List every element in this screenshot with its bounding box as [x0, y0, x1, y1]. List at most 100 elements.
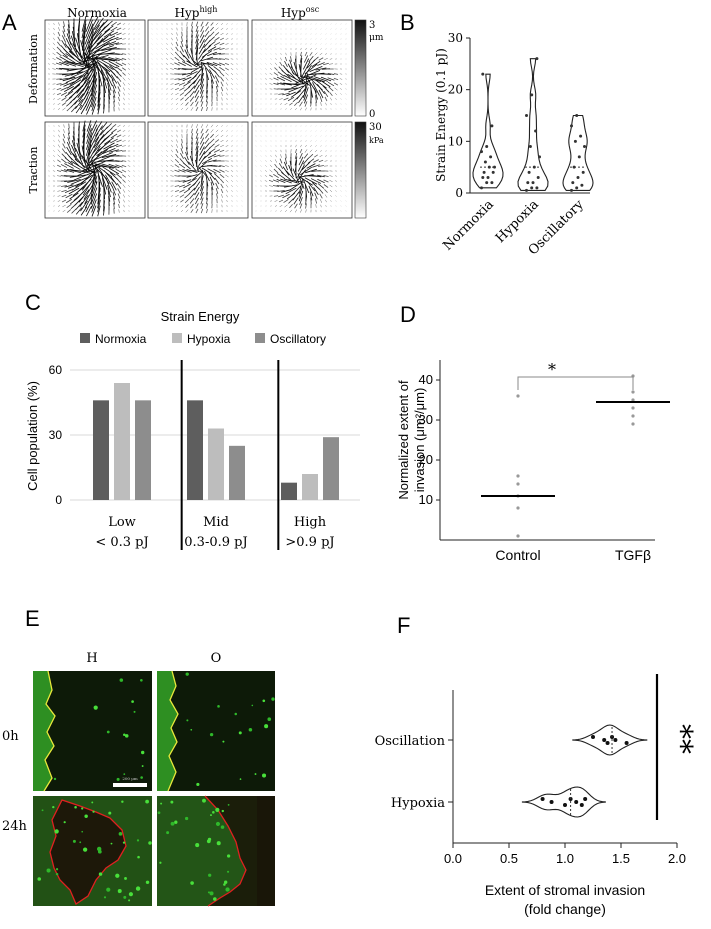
- quiver-arrow: [190, 48, 194, 60]
- quiver-arrow: [115, 160, 123, 162]
- quiver-arrow: [52, 98, 56, 100]
- quiver-arrow: [318, 188, 324, 194]
- quiver-arrow: [293, 197, 299, 205]
- quiver-arrow: [312, 164, 320, 168]
- quiver-arrow: [128, 88, 130, 90]
- quiver-arrow: [85, 136, 93, 156]
- quiver-arrow: [310, 197, 312, 205]
- quiver-arrow: [309, 191, 313, 201]
- quiver-arrow: [166, 160, 168, 162]
- quiver-arrow: [302, 157, 310, 165]
- quiver-arrow: [57, 103, 61, 105]
- quiver-arrow: [102, 148, 116, 154]
- quiver-arrow: [171, 108, 173, 110]
- quiver-arrow: [208, 41, 216, 47]
- quiver-arrow: [180, 204, 184, 208]
- quiver-arrow: [60, 164, 68, 168]
- quiver-arrow: [315, 204, 317, 208]
- quiver-arrow: [195, 30, 199, 38]
- quiver-arrow: [133, 83, 135, 85]
- quiver-arrow: [117, 198, 121, 204]
- quiver-arrow: [305, 209, 307, 213]
- cell-spot: [210, 814, 212, 817]
- quiver-arrow: [330, 194, 332, 198]
- cell-spot: [131, 700, 134, 703]
- quiver-arrow: [60, 92, 68, 96]
- quiver-arrow: [60, 185, 68, 187]
- quiver-arrow: [340, 98, 342, 100]
- quiver-arrow: [320, 204, 322, 208]
- quiver-arrow: [82, 120, 86, 132]
- quiver-arrow: [176, 108, 178, 110]
- quiver-arrow: [225, 165, 229, 167]
- quiver-arrow: [171, 37, 173, 41]
- quiver-arrow: [178, 82, 186, 86]
- quiver-arrow: [101, 154, 117, 158]
- quiver-arrow: [335, 98, 337, 100]
- quiver-arrow: [48, 155, 50, 157]
- quiver-arrow: [58, 129, 60, 133]
- cell-spot: [55, 872, 59, 876]
- quiver-arrow: [221, 194, 223, 198]
- quiver-arrow: [310, 174, 322, 178]
- quiver-arrow: [74, 147, 84, 165]
- quiver-arrow: [61, 35, 67, 43]
- quiver-arrow: [323, 179, 329, 183]
- quiver-arrow: [231, 195, 233, 197]
- quiver-arrow: [273, 77, 279, 81]
- cell-spot: [79, 841, 82, 844]
- quiver-arrow: [122, 38, 126, 40]
- quiver-arrow: [191, 150, 193, 162]
- quiver-arrow: [179, 158, 185, 164]
- quiver-arrow: [69, 40, 79, 58]
- quiver-arrow: [224, 62, 230, 66]
- quiver-arrow: [328, 86, 334, 92]
- quiver-arrow: [225, 38, 229, 40]
- quiver-arrow: [308, 55, 314, 63]
- quiver-arrow: [97, 103, 101, 115]
- quiver-arrow: [105, 174, 113, 188]
- quiver-arrow: [201, 50, 213, 58]
- quiver-arrow: [59, 62, 69, 66]
- quiver-arrow: [325, 102, 327, 106]
- quiver-arrow: [226, 87, 228, 91]
- quiver-arrow: [95, 38, 113, 50]
- quiver-arrow: [88, 41, 110, 57]
- quiver-arrow: [61, 199, 67, 203]
- quiver-arrow: [66, 106, 72, 112]
- quiver-arrow: [48, 150, 50, 152]
- quiver-arrow: [110, 176, 118, 186]
- quiver-arrow: [121, 67, 127, 71]
- quiver-arrow: [307, 158, 315, 164]
- x-tick-label: 2.0: [668, 851, 686, 866]
- quiver-arrow: [317, 174, 325, 178]
- quiver-arrow: [220, 183, 224, 189]
- quiver-arrow: [285, 52, 287, 56]
- quiver-arrow: [213, 47, 221, 51]
- quiver-arrow: [81, 155, 97, 177]
- quiver-arrow: [123, 102, 125, 106]
- micrograph-o-0h: [157, 670, 275, 792]
- quiver-arrow: [166, 33, 168, 35]
- quiver-arrow: [161, 160, 163, 162]
- quiver-arrow: [93, 133, 105, 149]
- quiver-arrow: [200, 186, 204, 196]
- quiver-arrow: [75, 98, 83, 110]
- quiver-arrow: [213, 42, 221, 46]
- quiver-arrow: [110, 133, 118, 139]
- quiver-arrow: [68, 68, 90, 80]
- data-point: [516, 394, 520, 398]
- quiver-arrow: [190, 209, 194, 213]
- colorbar-deformation-unit: μm: [369, 33, 384, 43]
- quiver-arrow: [182, 76, 192, 82]
- quiver-arrow: [188, 85, 196, 93]
- cell-spot: [267, 717, 272, 722]
- quiver-arrow: [86, 128, 92, 144]
- quiver-arrow: [200, 133, 204, 139]
- quiver-arrow: [116, 76, 122, 82]
- quiver-arrow: [67, 179, 81, 183]
- quiver-arrow: [128, 205, 130, 207]
- quiver-arrow: [270, 63, 272, 65]
- quiver-arrow: [91, 205, 97, 217]
- quiver-arrow: [185, 204, 189, 208]
